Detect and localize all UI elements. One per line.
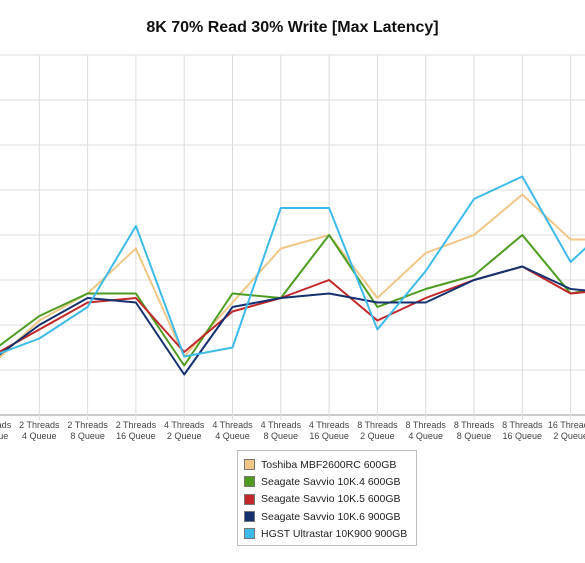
legend-swatch [244, 476, 255, 488]
x-tick-label: 8 Threads 8 Queue [454, 420, 495, 441]
series-line-3 [0, 265, 585, 376]
x-tick-label: 4 Threads 2 Queue [164, 420, 205, 441]
legend-item: Seagate Savvio 10K.6 900GB [244, 508, 416, 525]
legend: Toshiba MBF2600RC 600GB Seagate Savvio 10… [237, 450, 417, 546]
series-line-0 [0, 193, 585, 359]
x-tick-label: 8 Threads 2 Queue [357, 420, 398, 441]
legend-item: HGST Ultrastar 10K900 900GB [244, 525, 416, 542]
x-tick-label: 2 Threads 4 Queue [19, 420, 60, 441]
legend-swatch [244, 493, 255, 505]
legend-label: HGST Ultrastar 10K900 900GB [261, 527, 408, 540]
x-tick-label: 2 Threads 8 Queue [67, 420, 108, 441]
legend-item: Seagate Savvio 10K.4 600GB [244, 473, 416, 490]
x-tick-label: 8 Threads 4 Queue [406, 420, 447, 441]
x-tick-label: 4 Threads 16 Queue [309, 420, 350, 441]
legend-label: Seagate Savvio 10K.5 600GB [261, 493, 401, 506]
legend-swatch [244, 511, 255, 523]
x-tick-label: 8 Threads 16 Queue [502, 420, 543, 441]
chart-title: 8K 70% Read 30% Write [Max Latency] [146, 19, 439, 36]
series-line-4 [0, 175, 585, 358]
x-tick-label: 2 Threads 16 Queue [116, 420, 157, 441]
legend-swatch [244, 528, 255, 540]
x-tick-label: 4 Threads 8 Queue [261, 420, 302, 441]
legend-label: Seagate Savvio 10K.6 900GB [261, 510, 401, 523]
legend-label: Toshiba MBF2600RC 600GB [261, 458, 397, 471]
legend-item: Seagate Savvio 10K.5 600GB [244, 491, 416, 508]
x-tick-label: 4 Threads 4 Queue [212, 420, 253, 441]
legend-item: Toshiba MBF2600RC 600GB [244, 456, 416, 473]
series-lines [0, 175, 585, 376]
legend-label: Seagate Savvio 10K.4 600GB [261, 475, 401, 488]
legend-swatch [244, 459, 255, 471]
grid [0, 54, 585, 420]
